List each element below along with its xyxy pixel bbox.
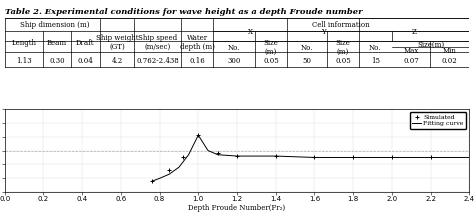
Text: 1.13: 1.13: [16, 57, 32, 65]
Legend: Simulated, Fitting curve: Simulated, Fitting curve: [410, 112, 466, 129]
Text: 0.02: 0.02: [442, 57, 457, 65]
Text: Water
depth (m): Water depth (m): [180, 34, 215, 51]
Text: Size(m): Size(m): [417, 41, 444, 49]
Text: 4.2: 4.2: [111, 57, 123, 65]
Text: 0.07: 0.07: [403, 57, 419, 65]
Text: Cell information: Cell information: [312, 21, 370, 29]
Text: No.: No.: [228, 44, 240, 51]
Text: Size
(m): Size (m): [336, 39, 350, 56]
X-axis label: Depth Froude Number(Fr₂): Depth Froude Number(Fr₂): [189, 204, 285, 212]
Text: Min: Min: [443, 47, 456, 55]
Text: Z: Z: [412, 28, 417, 36]
Text: Beam: Beam: [47, 39, 67, 47]
Text: 0.05: 0.05: [335, 57, 351, 65]
Text: Y: Y: [321, 28, 326, 36]
Text: Length: Length: [11, 39, 36, 47]
Text: Draft: Draft: [76, 39, 95, 47]
Text: Table 2. Experimental conditions for wave height as a depth Froude number: Table 2. Experimental conditions for wav…: [5, 8, 362, 16]
Text: Ship weight
(GT): Ship weight (GT): [96, 34, 138, 51]
Text: 0.762-2.438: 0.762-2.438: [136, 57, 179, 65]
Text: 50: 50: [302, 57, 311, 65]
Text: 0.16: 0.16: [189, 57, 205, 65]
Text: No.: No.: [369, 44, 382, 51]
Text: 0.05: 0.05: [263, 57, 279, 65]
Text: X: X: [248, 28, 253, 36]
Text: Max: Max: [403, 47, 419, 55]
Text: Ship speed
(m/sec): Ship speed (m/sec): [138, 34, 177, 51]
Text: Ship dimension (m): Ship dimension (m): [20, 21, 89, 29]
Text: 0.30: 0.30: [49, 57, 65, 65]
Text: No.: No.: [301, 44, 313, 51]
Text: 300: 300: [228, 57, 241, 65]
Text: Size
(m): Size (m): [264, 39, 278, 56]
Text: 0.04: 0.04: [77, 57, 93, 65]
Text: 15: 15: [371, 57, 380, 65]
